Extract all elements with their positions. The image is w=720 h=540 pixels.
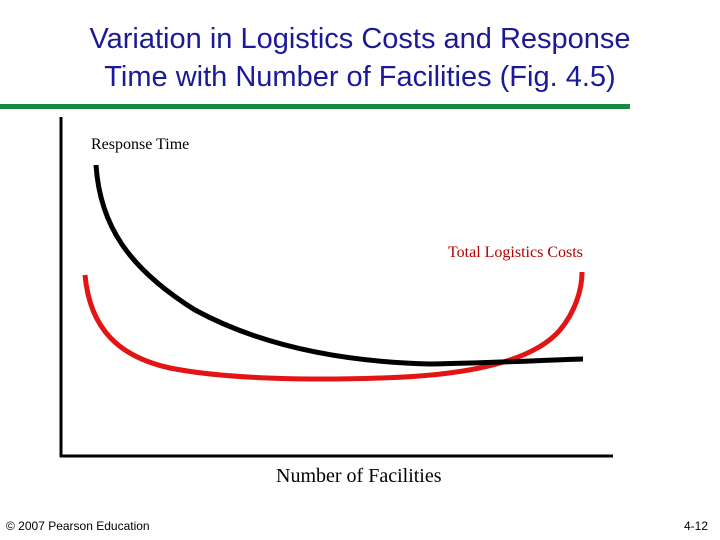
- slide-title: Variation in Logistics Costs and Respons…: [0, 20, 720, 96]
- response-time-label: Response Time: [91, 136, 189, 153]
- total-logistics-costs-label: Total Logistics Costs: [448, 244, 583, 261]
- page-number: 4-12: [683, 519, 708, 533]
- copyright-footer: © 2007 Pearson Education: [6, 519, 150, 533]
- total-logistics-costs-curve: [82, 271, 585, 382]
- title-divider: [0, 104, 630, 109]
- title-line-2: Time with Number of Facilities (Fig. 4.5…: [104, 61, 616, 93]
- number-of-facilities-label: Number of Facilities: [276, 465, 442, 487]
- response-time-curve: [93, 164, 584, 367]
- title-line-1: Variation in Logistics Costs and Respons…: [89, 23, 631, 55]
